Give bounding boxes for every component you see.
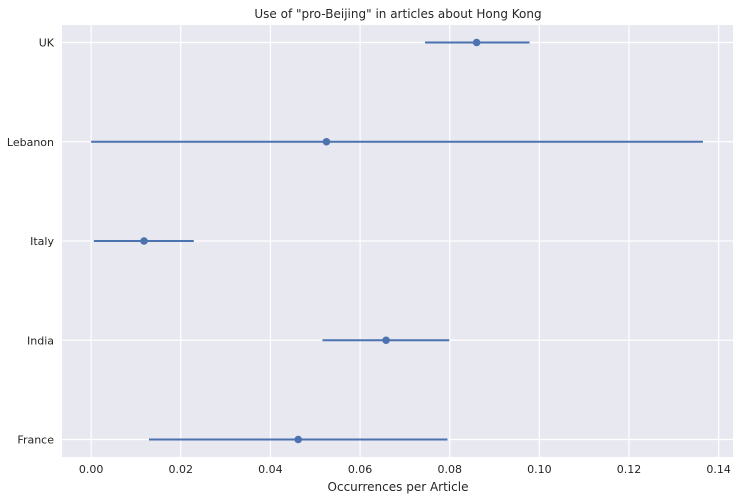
point-lebanon bbox=[322, 137, 331, 146]
y-tick-label: UK bbox=[39, 37, 55, 50]
x-tick-label: 0.02 bbox=[169, 463, 194, 476]
point-uk bbox=[472, 38, 481, 47]
x-tick-label: 0.08 bbox=[437, 463, 462, 476]
y-tick-label: Lebanon bbox=[7, 136, 54, 149]
x-tick-label: 0.10 bbox=[527, 463, 552, 476]
x-axis-label: Occurrences per Article bbox=[328, 480, 469, 494]
y-tick-label: India bbox=[27, 334, 54, 347]
point-italy bbox=[140, 237, 148, 245]
x-tick-label: 0.12 bbox=[617, 463, 642, 476]
y-tick-label: Italy bbox=[30, 235, 54, 248]
x-tick-label: 0.04 bbox=[258, 463, 283, 476]
x-tick-labels: 0.00 0.02 0.04 0.06 0.08 0.10 0.12 0.14 bbox=[79, 463, 731, 476]
point-india bbox=[382, 336, 390, 345]
x-tick-label: 0.06 bbox=[348, 463, 373, 476]
chart-title: Use of "pro-Beijing" in articles about H… bbox=[254, 7, 541, 21]
x-tick-label: 0.00 bbox=[79, 463, 104, 476]
x-tick-label: 0.14 bbox=[706, 463, 731, 476]
y-tick-label: France bbox=[17, 434, 54, 447]
y-tick-labels: UK Lebanon Italy India France bbox=[7, 37, 55, 447]
point-france bbox=[294, 435, 303, 444]
data-marks bbox=[91, 38, 703, 444]
